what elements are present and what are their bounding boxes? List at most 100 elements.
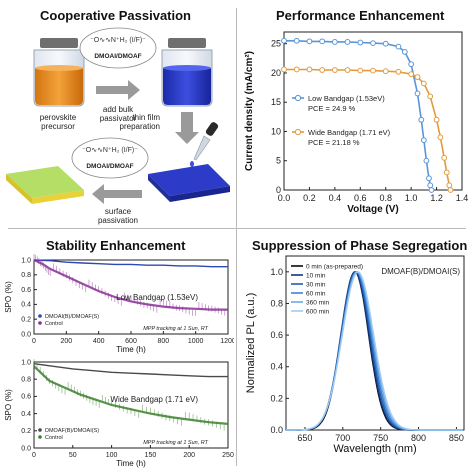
data-point xyxy=(414,90,421,97)
y-tick-label: 0.8 xyxy=(270,298,283,308)
y-tick-label: 0.6 xyxy=(21,287,31,294)
legend-marker xyxy=(38,435,42,439)
passivation-schematic: perovskite precursor ⁻O∿∿N⁺H₂ (I/F)⁻ DMO… xyxy=(6,27,230,225)
data-point xyxy=(433,116,440,123)
x-tick-label: 800 xyxy=(411,433,426,443)
panel-a-title: Cooperative Passivation xyxy=(40,8,191,23)
data-point xyxy=(446,182,453,189)
data-point xyxy=(420,80,427,87)
legend-label: 360 min xyxy=(306,300,330,307)
data-point xyxy=(441,154,448,161)
data-point xyxy=(427,182,434,189)
molecule-structure-icon-2: ⁻O∿∿N⁺H₂ (I/F)⁻ xyxy=(82,147,138,154)
x-tick-label: 400 xyxy=(93,338,105,345)
plot-frame xyxy=(285,255,465,431)
y-tick-label: 0.0 xyxy=(21,445,31,452)
data-point xyxy=(344,39,351,45)
x-tick-label: 150 xyxy=(145,452,157,459)
y-tick-label: 0.6 xyxy=(21,394,31,401)
precursor-vial xyxy=(33,38,85,107)
x-tick-label: 1200 xyxy=(220,338,234,345)
y-tick-label: 20 xyxy=(271,68,281,78)
series-line-passivated xyxy=(33,259,228,268)
y-tick-label: 15 xyxy=(271,97,281,107)
pl-chart: 650 700 750 800 850 0.0 0.2 0.4 0.6 0.8 1.0 Wavelen… xyxy=(245,255,465,455)
legend-label: 30 min xyxy=(306,282,326,289)
passivated-vial xyxy=(161,38,213,107)
data-point xyxy=(447,187,454,193)
arrow-right-icon xyxy=(96,80,140,100)
data-point xyxy=(395,43,402,50)
series-line-control xyxy=(33,365,229,425)
pipette-icon xyxy=(190,122,219,167)
data-point xyxy=(331,39,338,45)
legend-marker xyxy=(38,314,42,318)
y-tick-label: 0.4 xyxy=(21,411,31,418)
precursor-label-1: perovskite xyxy=(40,113,77,122)
x-tick-label: 1000 xyxy=(188,338,204,345)
y-axis-label: SPO (%) xyxy=(4,281,13,313)
data-point xyxy=(408,71,415,78)
legend-label: DMOAI(B)/DMOAF(S) xyxy=(45,314,99,320)
y-tick-label: 0.4 xyxy=(21,302,31,309)
jv-chart: 0.0 0.2 0.4 0.6 0.8 1.0 1.2 1.4 0 5 10 15 20 25 Voltag… xyxy=(244,31,469,215)
y-tick-label: 1.0 xyxy=(21,359,31,366)
bandgap-annotation: Wide Bandgap (1.71 eV) xyxy=(110,395,198,404)
data-point xyxy=(437,134,444,141)
step3-label-1: surface xyxy=(105,207,132,216)
data-point xyxy=(382,68,389,75)
x-tick-label: 1.0 xyxy=(405,193,418,203)
molecule-label-top: DMOAI/DMOAF xyxy=(94,53,141,60)
x-tick-label: 0.6 xyxy=(354,193,367,203)
legend-marker xyxy=(38,428,42,432)
data-point xyxy=(319,67,326,73)
data-point xyxy=(319,38,326,45)
plot-frame xyxy=(283,31,463,191)
data-point xyxy=(401,48,408,55)
precursor-label-2: precursor xyxy=(41,122,75,131)
data-point xyxy=(293,37,300,44)
legend-label: 600 min xyxy=(306,309,330,316)
y-tick-label: 0.8 xyxy=(21,272,31,279)
y-tick-label: 0.6 xyxy=(270,330,283,340)
data-point xyxy=(423,157,430,164)
y-tick-label: 0.2 xyxy=(21,428,31,435)
panel-c-title: Stability Enhancement xyxy=(46,238,186,253)
stability-wide-bandgap-chart: 0 50 100 150 200 250 0.0 0.2 0.4 0.6 0.8 1.0 Time (h… xyxy=(4,359,234,468)
mpp-note: MPP tracking at 1 Sun, RT xyxy=(143,440,208,446)
legend-label: Control xyxy=(45,321,63,327)
data-point xyxy=(306,66,313,73)
y-tick-label: 5 xyxy=(276,156,281,166)
y-tick-label: 0 xyxy=(276,185,281,195)
x-tick-label: 0.8 xyxy=(379,193,392,203)
x-tick-label: 700 xyxy=(335,433,350,443)
x-tick-label: 750 xyxy=(373,433,388,443)
step2-label-1: thin film xyxy=(132,113,160,122)
data-point xyxy=(395,68,402,75)
legend-marker xyxy=(294,94,302,102)
molecule-bubble-top xyxy=(79,27,157,69)
panel-d-title: Suppression of Phase Segregation xyxy=(252,238,468,253)
y-tick-label: 1.0 xyxy=(270,267,283,277)
x-tick-label: 1.4 xyxy=(456,193,469,203)
y-tick-label: 25 xyxy=(271,39,281,49)
legend-label: Low Bandgap (1.53eV) xyxy=(308,94,385,103)
step3-label-2: passivation xyxy=(98,216,138,225)
data-point xyxy=(331,67,338,73)
mpp-note: MPP tracking at 1 Sun, RT xyxy=(143,326,208,332)
data-point xyxy=(443,169,450,176)
y-tick-label: 0.8 xyxy=(21,377,31,384)
pce-label: PCE = 21.18 % xyxy=(308,138,360,147)
x-tick-label: 100 xyxy=(106,452,118,459)
y-tick-label: 0.4 xyxy=(270,362,283,372)
legend-label: 10 min xyxy=(306,273,326,280)
data-point xyxy=(370,67,376,74)
arrow-down-icon xyxy=(175,112,199,144)
panel-b-title: Performance Enhancement xyxy=(276,8,445,23)
step1-label-2: passivator xyxy=(100,114,137,123)
data-point xyxy=(418,116,425,123)
x-tick-label: 0 xyxy=(32,452,36,459)
x-tick-label: 600 xyxy=(125,338,137,345)
legend-label: Control xyxy=(45,435,63,441)
